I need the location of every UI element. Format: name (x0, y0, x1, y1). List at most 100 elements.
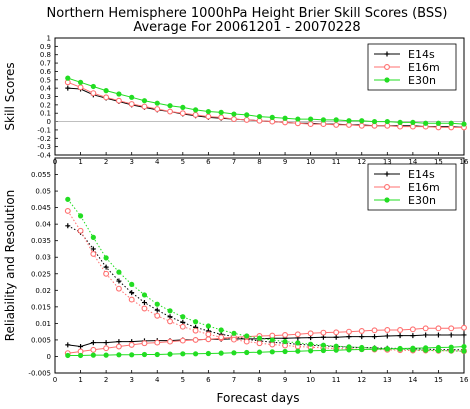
data-point (435, 332, 441, 338)
x-tick-label: 13 (383, 376, 392, 384)
data-point (180, 314, 186, 320)
data-point (295, 340, 301, 346)
data-point (333, 334, 339, 340)
x-tick-label: 11 (332, 158, 341, 166)
data-point (154, 307, 160, 313)
data-point (167, 351, 173, 357)
data-point (90, 250, 97, 257)
legend-label: E14s (408, 168, 435, 181)
data-point (103, 352, 109, 358)
data-point (346, 328, 352, 335)
data-point (90, 83, 96, 90)
data-point (78, 344, 84, 350)
data-point (90, 340, 96, 346)
series-e16m-resolution (64, 207, 467, 355)
data-point (103, 88, 109, 94)
data-point (320, 347, 327, 354)
data-point (141, 340, 148, 347)
y-tick-label: 0 (47, 353, 51, 361)
x-tick-label: 14 (408, 376, 417, 384)
data-point (243, 116, 250, 123)
data-point (333, 329, 340, 336)
data-point (435, 120, 442, 126)
data-point (90, 346, 97, 353)
data-point (141, 351, 148, 358)
data-point (384, 346, 390, 352)
data-point (244, 333, 250, 339)
data-point (256, 335, 263, 341)
data-point (218, 114, 225, 121)
data-point (333, 347, 339, 353)
y-tick-label: 0.005 (31, 336, 51, 344)
series-e14s (65, 85, 467, 130)
data-point (448, 344, 454, 350)
data-point (346, 334, 352, 340)
data-point (65, 352, 71, 359)
skill-scores-panel: -0.4-0.3-0.2-0.100.10.20.30.40.50.60.70.… (3, 35, 469, 167)
data-point (384, 333, 390, 339)
data-point (141, 300, 147, 306)
data-point (397, 346, 403, 352)
y-axis-label: Reliability and Resolution (3, 190, 17, 342)
data-point (192, 107, 199, 113)
data-point (320, 329, 327, 336)
data-point (256, 113, 263, 120)
data-point (192, 319, 199, 325)
y-tick-label: 0.025 (31, 270, 51, 278)
data-point (192, 111, 199, 118)
x-tick-label: 3 (129, 376, 133, 384)
data-point (116, 278, 122, 284)
data-point (448, 348, 454, 354)
data-point (320, 117, 327, 123)
y-tick-label: 0.05 (35, 188, 51, 196)
data-point (90, 234, 96, 240)
data-point (423, 120, 429, 126)
series-e16m-reliability (64, 324, 467, 357)
data-point (422, 325, 429, 332)
data-point (167, 318, 173, 325)
data-point (231, 350, 237, 356)
series-e30n (65, 75, 467, 127)
data-point (410, 119, 416, 126)
data-point (77, 84, 84, 91)
data-point (308, 116, 314, 122)
data-point (154, 301, 160, 307)
data-point (295, 348, 301, 354)
y-tick-label: 0.015 (31, 303, 51, 311)
legend-marker (384, 77, 390, 83)
x-tick-label: 16 (460, 376, 469, 384)
x-tick-label: 2 (104, 158, 108, 166)
x-tick-label: 10 (306, 376, 315, 384)
data-point (103, 94, 110, 101)
data-point (205, 323, 211, 329)
data-point (448, 120, 454, 126)
y-tick-label: -0.3 (37, 143, 51, 151)
data-point (90, 90, 97, 97)
data-point (243, 338, 250, 345)
y-tick-label: 0.3 (40, 93, 51, 101)
data-point (397, 333, 403, 339)
data-point (218, 327, 224, 333)
x-tick-label: 5 (181, 158, 185, 166)
data-point (384, 118, 390, 125)
x-tick-label: 15 (434, 376, 443, 384)
y-tick-label: 0.055 (31, 171, 51, 179)
data-point (358, 122, 365, 129)
legend-marker (384, 184, 390, 190)
x-tick-label: 4 (155, 376, 160, 384)
x-tick-label: 7 (232, 158, 236, 166)
data-point (77, 352, 84, 359)
legend-label: E14s (408, 48, 435, 61)
data-point (294, 331, 301, 338)
data-point (77, 79, 84, 85)
data-point (154, 106, 161, 112)
data-point (65, 223, 71, 229)
y-tick-label: -0.1 (37, 126, 51, 134)
data-point (128, 341, 135, 348)
data-point (192, 336, 199, 343)
x-tick-label: 1 (78, 158, 82, 166)
data-point (269, 332, 276, 339)
x-tick-label: 9 (283, 376, 287, 384)
data-point (218, 109, 224, 115)
